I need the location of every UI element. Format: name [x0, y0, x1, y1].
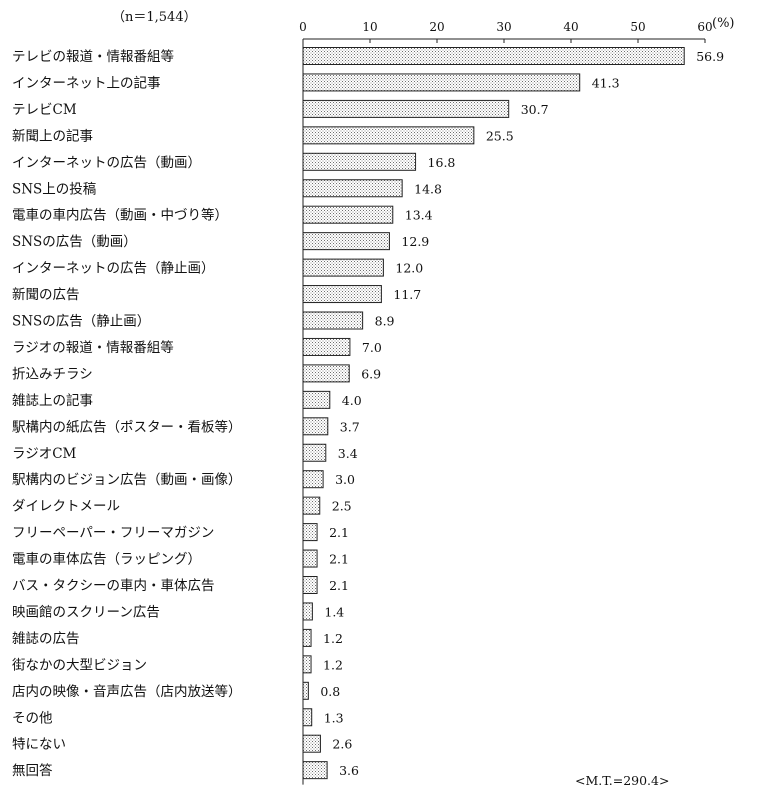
value-label: 4.0	[342, 393, 362, 408]
bar	[302, 681, 309, 700]
category-label: SNS上の投稿	[12, 181, 96, 197]
value-label: 14.8	[414, 181, 442, 196]
bar	[302, 311, 364, 330]
category-label: 雑誌上の記事	[12, 392, 93, 409]
value-label: 56.9	[696, 49, 724, 64]
category-label: 折込みチラシ	[12, 366, 93, 382]
category-label: インターネット上の記事	[12, 74, 161, 91]
bar	[302, 761, 328, 780]
category-label: フリーペーパー・フリーマガジン	[12, 525, 214, 541]
total-mentions-note: <M.T.=290.4>	[575, 773, 669, 788]
category-label: 無回答	[12, 762, 53, 779]
value-label: 2.1	[329, 578, 349, 593]
bar	[302, 73, 581, 92]
bar	[302, 496, 321, 515]
category-label: SNSの広告（静止画）	[12, 314, 150, 330]
bar	[302, 99, 510, 118]
value-label: 3.7	[340, 419, 360, 434]
category-label: ラジオCM	[12, 446, 77, 462]
value-label: 2.1	[329, 552, 349, 567]
x-tick-label: 30	[496, 20, 511, 34]
bar	[302, 152, 417, 171]
x-tick-label: 0	[299, 20, 307, 34]
bar	[302, 443, 327, 462]
bar	[302, 232, 390, 251]
bar	[302, 417, 329, 436]
value-label: 16.8	[428, 155, 456, 170]
value-label: 3.6	[339, 763, 359, 778]
value-label: 6.9	[361, 366, 381, 381]
category-label: 映画館のスクリーン広告	[12, 604, 160, 620]
bar	[302, 285, 382, 304]
category-label: 新聞の広告	[12, 287, 80, 303]
bar	[302, 708, 313, 727]
value-label: 3.4	[338, 446, 358, 461]
bar	[302, 602, 313, 621]
value-label: 1.2	[323, 657, 343, 672]
x-tick-label: 50	[630, 20, 645, 34]
category-label: SNSの広告（動画）	[12, 234, 137, 250]
category-label: 街なかの大型ビジョン	[12, 657, 147, 673]
value-label: 7.0	[362, 340, 382, 355]
x-tick-label: 20	[429, 20, 444, 34]
value-label: 8.9	[375, 314, 395, 329]
category-label: 新聞上の記事	[12, 127, 93, 144]
value-label: 1.4	[324, 604, 344, 619]
value-label: 41.3	[592, 75, 620, 90]
bar	[302, 47, 685, 65]
value-label: 2.6	[332, 737, 352, 752]
category-label: 駅構内のビジョン広告（動画・画像）	[12, 472, 242, 488]
x-tick-label: 10	[362, 20, 377, 34]
category-label: 雑誌の広告	[12, 631, 80, 647]
value-label: 1.3	[324, 710, 344, 725]
category-label: ラジオの報道・情報番組等	[12, 339, 174, 356]
bar	[302, 364, 350, 383]
category-label: テレビCM	[12, 102, 77, 118]
category-label: インターネットの広告（動画）	[12, 155, 201, 171]
value-label: 2.5	[332, 499, 352, 514]
bar	[302, 205, 394, 224]
bars-group: テレビの報道・情報番組等 56.9 インターネット上の記事 41.3 テレビCM 30.7…	[12, 47, 724, 780]
bar	[302, 258, 384, 277]
bar	[302, 126, 475, 145]
category-label: インターネットの広告（静止画）	[12, 261, 215, 277]
category-label: バス・タクシーの車内・車体広告	[12, 578, 215, 594]
value-label: 30.7	[521, 102, 549, 117]
value-label: 12.9	[401, 234, 429, 249]
value-label: 12.0	[395, 261, 423, 276]
value-label: 0.8	[320, 684, 340, 699]
bar	[302, 179, 403, 198]
sample-size-label: （n＝1,544）	[112, 10, 197, 25]
category-label: その他	[12, 710, 53, 726]
bar	[302, 337, 351, 356]
bar	[302, 734, 321, 753]
bar	[302, 628, 312, 647]
bar	[302, 390, 331, 409]
x-axis: 0 10 20 30 40 50 60	[299, 20, 713, 785]
value-label: 3.0	[335, 472, 355, 487]
unit-label: (%)	[712, 16, 735, 31]
x-tick-label: 60	[697, 20, 712, 34]
category-label: 駅構内の紙広告（ポスター・看板等）	[12, 418, 242, 435]
category-label: テレビの報道・情報番組等	[12, 48, 174, 65]
bar	[302, 523, 318, 542]
category-label: ダイレクトメール	[12, 499, 120, 515]
value-label: 13.4	[405, 208, 433, 223]
bar	[302, 576, 318, 594]
bar	[302, 549, 318, 568]
category-label: 電車の車内広告（動画・中づり等）	[12, 207, 228, 224]
category-label: 電車の車体広告（ラッピング）	[12, 552, 201, 568]
bar	[302, 470, 324, 489]
bar	[302, 655, 312, 674]
value-label: 25.5	[486, 128, 514, 143]
value-label: 11.7	[393, 287, 421, 302]
value-label: 1.2	[323, 631, 343, 646]
value-label: 2.1	[329, 525, 349, 540]
category-label: 特にない	[12, 737, 66, 753]
x-tick-label: 40	[563, 20, 578, 34]
category-label: 店内の映像・音声広告（店内放送等）	[12, 683, 242, 700]
